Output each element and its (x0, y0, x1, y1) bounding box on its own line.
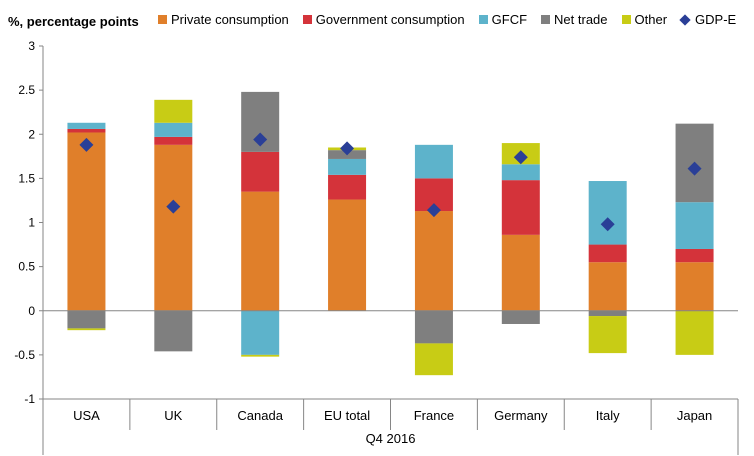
bar-segment (414, 144, 453, 179)
legend-swatch-private-consumption (158, 15, 167, 24)
bar-segment (328, 199, 367, 311)
gdp-e-marker (340, 141, 355, 156)
x-group-label: Q4 2016 (366, 431, 416, 446)
bar-segment (154, 310, 193, 352)
y-tick-label: 1.5 (18, 171, 35, 185)
bar-segment (501, 164, 540, 181)
legend-swatch-government-consumption (302, 15, 312, 24)
bar-segment (588, 181, 627, 245)
bar-segment (414, 343, 453, 376)
gdp-e-marker (687, 161, 702, 176)
y-tick-label: 0.5 (18, 260, 35, 274)
y-tick-label: -1 (24, 392, 35, 406)
bar-segment (67, 122, 106, 129)
legend-item-private-consumption: Private consumption (158, 12, 289, 27)
legend-swatch-other (621, 15, 631, 24)
bar-segment (154, 122, 193, 137)
bar-segment (154, 99, 193, 123)
legend-item-net-trade: Net trade (541, 12, 608, 27)
x-tick-label: Canada (237, 408, 283, 423)
x-tick-label: UK (164, 408, 182, 423)
gdp-e-marker (426, 203, 441, 218)
y-tick-label: -0.5 (14, 348, 35, 362)
bar-segment (154, 144, 193, 311)
bar-segment (241, 191, 280, 311)
bar-segment (328, 174, 367, 200)
gdp-e-marker (166, 199, 181, 214)
x-tick-label: EU total (324, 408, 370, 423)
bar-segment (675, 310, 714, 355)
y-unit-label: %, percentage points (8, 14, 139, 29)
bar-segment (414, 310, 453, 344)
y-tick-label: 2 (28, 127, 35, 141)
bar-segment (588, 244, 627, 263)
legend-item-gdp-e: GDP-E (679, 12, 737, 27)
legend-item-gfcf: GFCF (478, 12, 528, 27)
legend: Private consumption Government consumpti… (158, 12, 750, 27)
legend-item-other: Other (621, 12, 668, 27)
bar-segment (67, 310, 106, 329)
legend-item-government-consumption: Government consumption (302, 12, 465, 27)
bar-segment (67, 128, 106, 133)
x-tick-label: Japan (677, 408, 712, 423)
bar-segment (675, 248, 714, 263)
gdp-e-marker (79, 137, 94, 152)
legend-swatch-net-trade (541, 15, 551, 24)
bar-segment (501, 234, 540, 311)
y-tick-label: 2.5 (18, 83, 35, 97)
bar-segment (67, 328, 106, 331)
x-tick-label: France (414, 408, 454, 423)
x-tick-label: Italy (596, 408, 620, 423)
bar-segment (328, 158, 367, 175)
bar-segment (501, 180, 540, 235)
gdp-e-marker (600, 217, 615, 232)
y-tick-label: 0 (28, 304, 35, 318)
gdp-e-marker (253, 132, 268, 147)
bar-segment (675, 202, 714, 249)
bar-segment (241, 151, 280, 192)
bar-segment (675, 262, 714, 311)
legend-label-gfcf: GFCF (491, 12, 528, 27)
legend-label-gdp-e: GDP-E (695, 12, 737, 27)
bar-segment (154, 136, 193, 145)
gdp-e-marker (513, 150, 528, 165)
legend-label-private-consumption: Private consumption (171, 12, 289, 27)
bar-segment (588, 310, 627, 317)
legend-label-government-consumption: Government consumption (315, 12, 465, 27)
bar-segment (414, 211, 453, 311)
bar-segment (241, 310, 280, 355)
legend-label-net-trade: Net trade (554, 12, 608, 27)
bar-segment (67, 132, 106, 311)
x-tick-label: USA (73, 408, 100, 423)
bar-segment (588, 262, 627, 311)
legend-label-other: Other (634, 12, 668, 27)
y-tick-label: 3 (28, 39, 35, 53)
x-tick-label: Germany (494, 408, 548, 423)
bar-segment (588, 316, 627, 354)
legend-swatch-gfcf (478, 15, 488, 24)
bar-segment (241, 354, 280, 357)
bar-segment (501, 310, 540, 324)
y-tick-label: 1 (28, 216, 35, 230)
